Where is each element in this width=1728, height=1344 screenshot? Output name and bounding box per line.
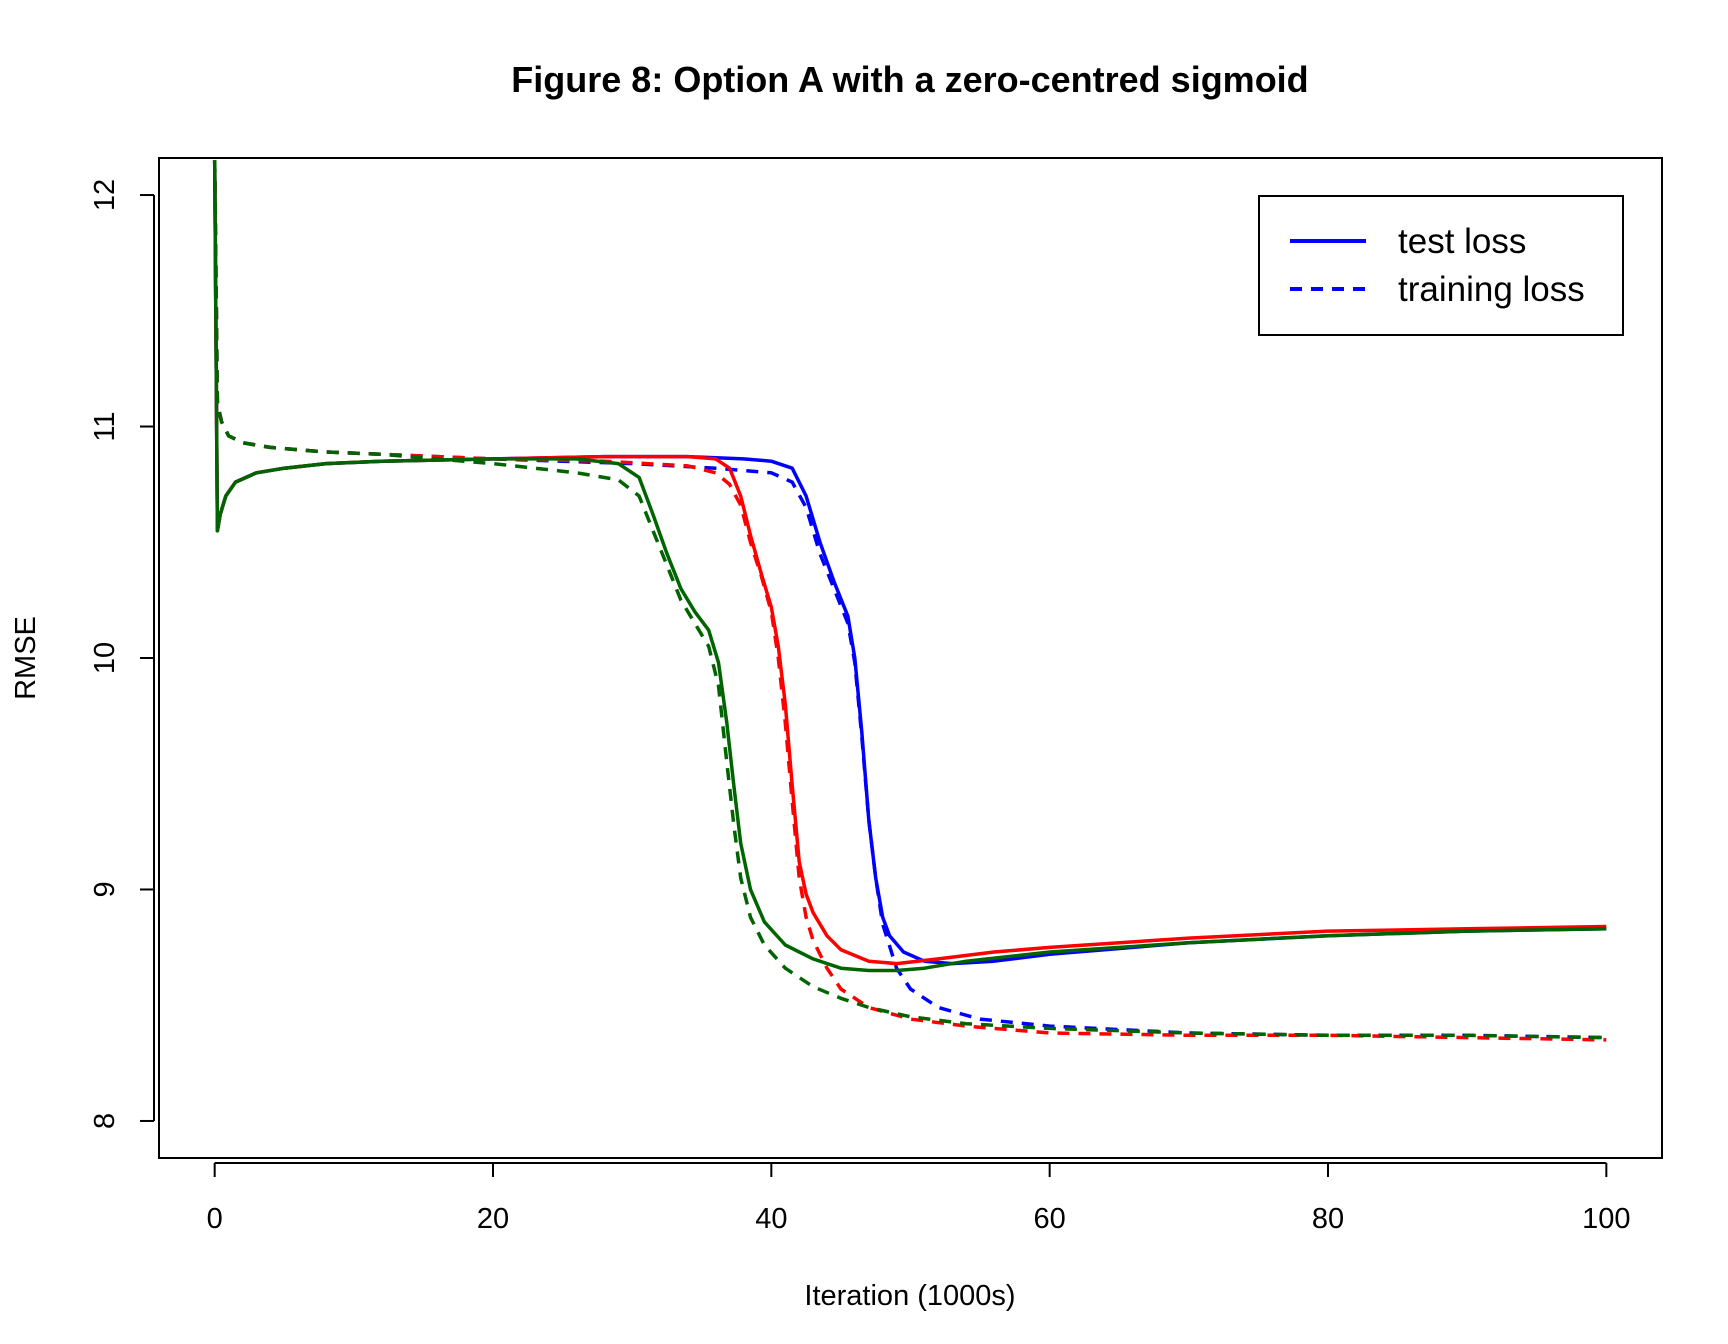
- y-tick-label: 12: [89, 179, 121, 211]
- series-line-5-test: [212, 160, 1607, 973]
- legend-label-test-loss: test loss: [1398, 222, 1526, 261]
- y-tick-label: 10: [89, 642, 121, 674]
- plot-frame: [158, 157, 1663, 1159]
- x-tick-label: 20: [477, 1203, 509, 1235]
- y-tick-label: 9: [89, 881, 121, 897]
- x-axis: 0 20 40 60 80 100: [207, 1162, 1631, 1235]
- x-tick-label: 100: [1582, 1203, 1630, 1235]
- chart-title: Figure 8: Option A with a zero-centred s…: [511, 59, 1308, 100]
- legend-box: [1258, 195, 1624, 336]
- x-tick-label: 80: [1312, 1203, 1344, 1235]
- x-axis-label: Iteration (1000s): [804, 1280, 1015, 1312]
- y-tick-label: 11: [89, 411, 121, 441]
- x-tick-label: 0: [207, 1203, 223, 1235]
- x-tick-label: 60: [1034, 1203, 1066, 1235]
- y-axis: 8 9 10 11 12: [89, 179, 155, 1129]
- series-line-6-training: [212, 160, 1607, 1040]
- y-axis-label: RMSE: [10, 616, 42, 700]
- legend-label-training-loss: training loss: [1398, 270, 1585, 309]
- series-layer: [212, 160, 1607, 1042]
- y-tick-label: 8: [89, 1113, 121, 1129]
- legend: test loss training loss: [1258, 195, 1624, 336]
- x-tick-label: 40: [755, 1203, 787, 1235]
